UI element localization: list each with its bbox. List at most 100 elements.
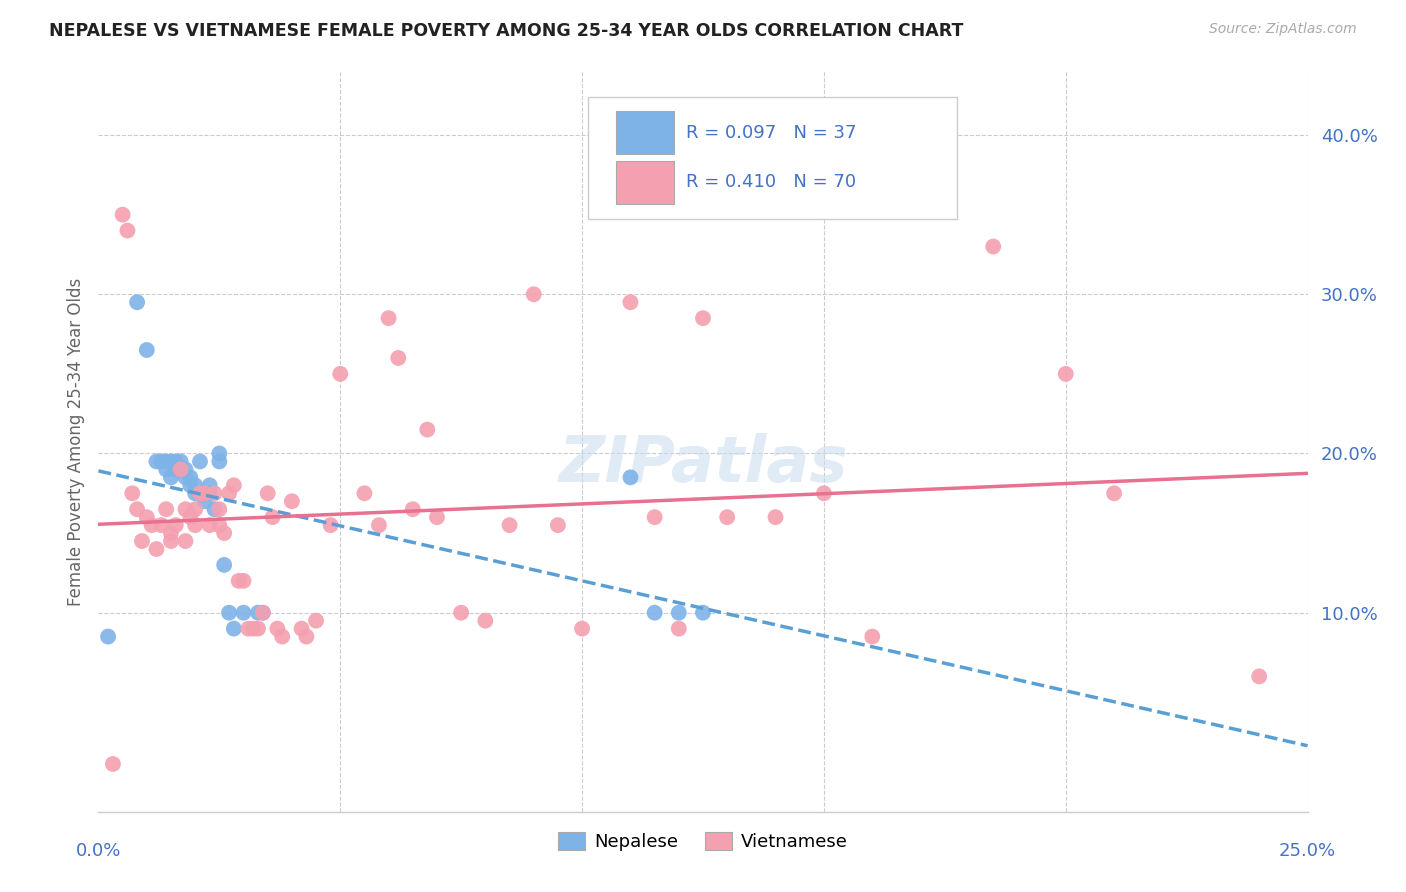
Point [271,630,294,644]
Point [692,606,714,620]
Point [319,518,342,533]
Point [329,367,352,381]
Point [813,486,835,500]
Point [765,510,787,524]
Point [117,223,139,237]
Point [150,518,173,533]
Point [222,478,245,492]
Text: R = 0.410   N = 70: R = 0.410 N = 70 [686,173,856,192]
Point [135,343,157,357]
Point [160,534,183,549]
Point [198,486,221,500]
Point [281,494,304,508]
Point [571,622,593,636]
Text: Source: ZipAtlas.com: Source: ZipAtlas.com [1209,22,1357,37]
Point [387,351,409,365]
Point [160,470,183,484]
Point [184,478,207,492]
Point [619,295,641,310]
Point [179,478,201,492]
Point [295,630,318,644]
Point [101,756,124,771]
Point [426,510,449,524]
Point [247,622,270,636]
Point [547,518,569,533]
Point [523,287,546,301]
Point [256,486,278,500]
Point [145,541,167,556]
Point [1249,669,1271,683]
Point [155,454,177,468]
Point [111,208,134,222]
Point [204,486,226,500]
Point [212,558,235,572]
Point [218,486,240,500]
Point [174,534,197,549]
Point [208,454,231,468]
FancyBboxPatch shape [616,161,673,204]
Point [127,502,149,516]
Text: 25.0%: 25.0% [1279,842,1336,860]
Point [252,606,274,620]
Point [212,526,235,541]
Point [155,462,177,476]
FancyBboxPatch shape [588,97,957,219]
Point [198,478,221,492]
Point [290,622,312,636]
Text: R = 0.097   N = 37: R = 0.097 N = 37 [686,124,856,142]
Point [141,518,163,533]
Point [1054,367,1077,381]
Point [208,518,231,533]
Point [668,606,690,620]
Point [174,462,197,476]
Point [247,606,270,620]
Point [169,462,191,476]
Point [179,470,201,484]
Point [121,486,143,500]
Point [232,606,254,620]
Point [135,510,157,524]
Point [208,446,231,460]
Point [165,518,187,533]
Point [204,502,226,516]
Point [619,470,641,484]
Point [165,454,187,468]
Point [194,486,217,500]
Text: 0.0%: 0.0% [76,842,121,860]
Point [169,462,191,476]
Text: NEPALESE VS VIETNAMESE FEMALE POVERTY AMONG 25-34 YEAR OLDS CORRELATION CHART: NEPALESE VS VIETNAMESE FEMALE POVERTY AM… [49,22,963,40]
Point [668,622,690,636]
Point [716,510,738,524]
Point [174,502,197,516]
FancyBboxPatch shape [616,112,673,154]
Point [450,606,472,620]
Point [377,311,399,326]
Text: ZIPatlas: ZIPatlas [558,433,848,495]
Point [188,454,211,468]
Point [97,630,120,644]
Point [416,423,439,437]
Point [305,614,328,628]
Point [145,454,167,468]
Point [498,518,520,533]
Y-axis label: Female Poverty Among 25-34 Year Olds: Female Poverty Among 25-34 Year Olds [66,277,84,606]
Point [184,502,207,516]
Point [160,454,183,468]
Point [198,518,221,533]
Point [150,454,173,468]
Point [262,510,284,524]
Point [194,486,217,500]
Point [155,502,177,516]
Legend: Nepalese, Vietnamese: Nepalese, Vietnamese [551,824,855,858]
Point [232,574,254,588]
Point [165,462,187,476]
Point [222,622,245,636]
Point [644,510,666,524]
Point [981,239,1004,253]
Point [238,622,260,636]
Point [368,518,391,533]
Point [184,486,207,500]
Point [131,534,153,549]
Point [184,518,207,533]
Point [860,630,883,644]
